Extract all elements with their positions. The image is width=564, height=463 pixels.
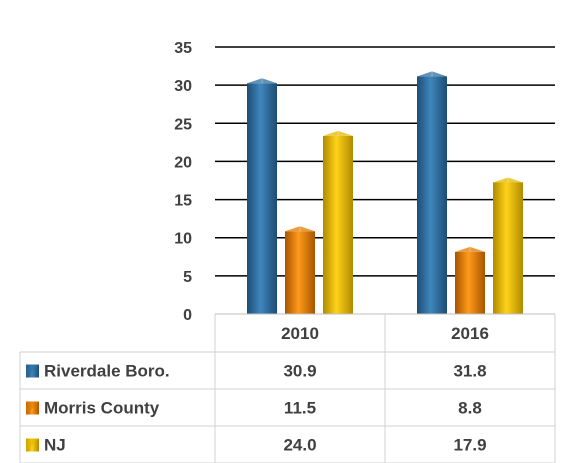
legend-key	[26, 364, 39, 378]
legend-key	[26, 438, 39, 452]
bar-body	[323, 135, 353, 314]
category-label: 2010	[281, 324, 319, 343]
y-axis-ticks: 0 5 10 15 20 25 30 35	[174, 40, 192, 324]
bars	[247, 71, 523, 314]
bar-cap	[493, 177, 523, 183]
bar-cap	[247, 78, 277, 84]
bar-body	[417, 76, 447, 314]
bar-body	[455, 251, 485, 314]
y-tick-label: 20	[174, 154, 192, 171]
category-label: 2016	[451, 324, 489, 343]
bar	[323, 130, 353, 314]
data-label: 30.9	[283, 362, 316, 381]
bar	[493, 177, 523, 314]
y-tick-label: 5	[183, 269, 192, 286]
bar-body	[493, 182, 523, 314]
y-tick-label: 15	[174, 193, 192, 210]
y-tick-label: 30	[174, 78, 192, 95]
bar-cap	[285, 226, 315, 232]
bar	[455, 246, 485, 314]
legend-key	[26, 401, 39, 415]
bar	[417, 71, 447, 314]
series-name: Riverdale Boro.	[44, 362, 170, 381]
bar-cap	[323, 130, 353, 136]
bar	[247, 78, 277, 314]
series-name: NJ	[44, 436, 66, 455]
data-label: 31.8	[453, 362, 486, 381]
data-label: 17.9	[453, 436, 486, 455]
data-label: 11.5	[284, 399, 316, 418]
bar-cap	[455, 246, 485, 252]
series-name: Morris County	[44, 399, 160, 418]
y-tick-label: 35	[174, 40, 192, 57]
bar-cap	[417, 71, 447, 77]
y-tick-label: 10	[174, 231, 192, 248]
y-tick-label: 25	[174, 116, 192, 133]
data-label: 8.8	[458, 399, 482, 418]
bar-body	[247, 83, 277, 314]
data-label: 24.0	[283, 436, 316, 455]
bar-body	[285, 231, 315, 314]
y-tick-label: 0	[183, 307, 192, 324]
bar	[285, 226, 315, 314]
data-table: 2010 2016 Riverdale Boro. 30.9 31.8 Morris Co…	[19, 313, 556, 463]
